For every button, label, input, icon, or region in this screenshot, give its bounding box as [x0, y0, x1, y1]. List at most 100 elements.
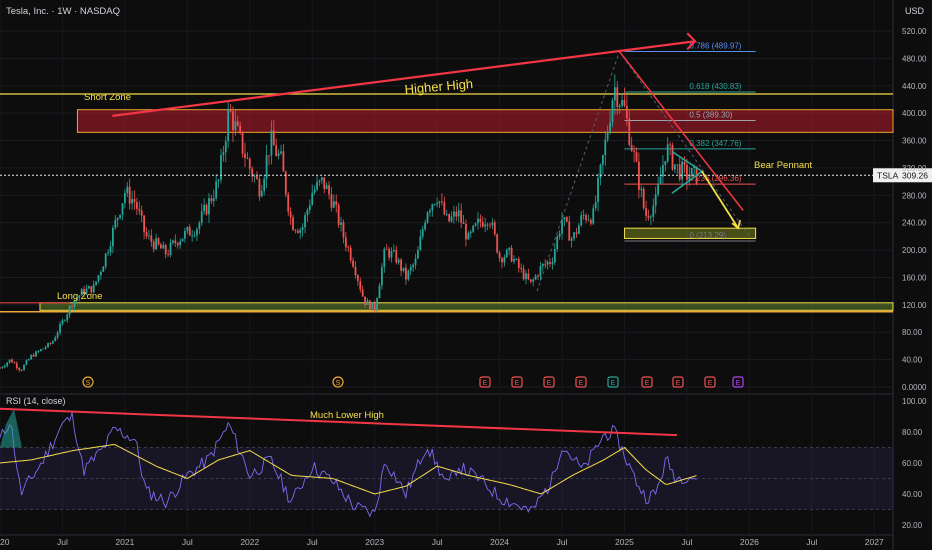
candle-body: [308, 204, 311, 210]
candle-body: [424, 222, 427, 230]
candle-body: [445, 214, 448, 215]
candle-body: [587, 219, 590, 221]
candle-body: [11, 359, 13, 363]
rsi-tick-label: 100.00: [902, 397, 927, 406]
last-price-tag: [873, 168, 932, 183]
candle-body: [20, 369, 23, 371]
candle-body: [354, 266, 357, 276]
candle-body: [493, 222, 496, 235]
candle-body: [481, 222, 484, 227]
candle-body: [191, 235, 194, 237]
candle-body: [522, 268, 525, 280]
candle-body: [503, 257, 506, 263]
descending-trendline: [618, 51, 744, 211]
candle-body: [325, 185, 328, 189]
bear-pennant-label: Bear Pennant: [754, 160, 812, 171]
candle-body: [371, 302, 374, 309]
candle-body: [407, 270, 410, 280]
candle-body: [359, 280, 362, 290]
candle-body: [37, 351, 40, 352]
candle-body: [539, 266, 542, 277]
ticker-label: TSLA: [877, 170, 899, 180]
candle-body: [659, 176, 662, 184]
candle-body: [148, 235, 150, 237]
candle-body: [143, 215, 146, 233]
time-tick-label: 2023: [365, 537, 384, 547]
rsi-tick-label: 60.00: [902, 459, 923, 468]
candle-body: [18, 367, 21, 370]
much-lower-high-label: Much Lower High: [310, 410, 384, 421]
candle-body: [39, 349, 42, 352]
candle-body: [126, 186, 129, 194]
candle-body: [385, 248, 388, 250]
currency-label[interactable]: USD: [905, 6, 925, 16]
earnings-icon: [704, 376, 716, 388]
rsi-tick-label: 20.00: [902, 521, 923, 530]
candle-body: [647, 216, 650, 218]
candle-body: [541, 263, 544, 267]
candle-body: [568, 221, 571, 241]
last-price-label: 309.26: [902, 170, 928, 180]
candle-body: [356, 275, 359, 281]
candle-body: [138, 208, 141, 211]
candle-body: [104, 253, 107, 267]
candles: [0, 74, 698, 373]
candle-body: [678, 164, 681, 180]
candle-body: [109, 246, 112, 253]
candle-body: [217, 179, 220, 182]
candle-body: [215, 181, 218, 199]
candle-body: [59, 323, 61, 333]
candle-body: [637, 161, 640, 190]
candle-body: [693, 166, 696, 168]
candle-body: [664, 161, 667, 166]
candle-body: [35, 351, 37, 357]
candle-body: [188, 227, 191, 236]
candle-body: [155, 238, 158, 250]
candle-body: [556, 236, 559, 249]
candle-body: [208, 198, 210, 215]
fib-label: 0.786 (489.97): [689, 42, 741, 51]
candle-body: [42, 348, 45, 350]
fib-trend-line: [536, 51, 620, 292]
candle-body: [582, 215, 585, 216]
candle-body: [78, 295, 81, 298]
candle-body: [575, 232, 578, 234]
candle-body: [181, 238, 184, 242]
candle-body: [597, 178, 599, 203]
candle-body: [102, 266, 105, 272]
candle-body: [472, 225, 475, 232]
split-icon: [82, 376, 94, 388]
candle-body: [253, 176, 256, 177]
long-zone-box: [39, 302, 894, 311]
candle-body: [616, 87, 619, 108]
candle-body: [611, 100, 614, 123]
candle-body: [674, 164, 676, 170]
candle-body: [662, 165, 664, 177]
candle-body: [25, 360, 28, 365]
chart-title: Tesla, Inc. · 1W · NASDAQ: [6, 6, 120, 17]
candle-body: [75, 297, 78, 301]
candle-body: [164, 244, 167, 255]
candle-body: [61, 320, 64, 324]
candle-body: [517, 259, 520, 268]
candle-body: [265, 155, 268, 179]
candle-body: [13, 362, 16, 364]
candle-body: [505, 249, 508, 258]
candle-body: [606, 131, 609, 140]
candle-body: [613, 87, 616, 101]
candle-body: [83, 289, 85, 295]
candle-body: [256, 176, 258, 179]
rsi-overbought-fill: [0, 408, 22, 448]
time-tick-label: 2025: [615, 537, 634, 547]
candle-body: [604, 139, 607, 156]
price-tick-label: 120.00: [902, 301, 927, 310]
candle-body: [193, 235, 196, 237]
bear-pennant-arrow: [701, 170, 739, 229]
rsi-tick-label: 40.00: [902, 490, 923, 499]
candle-body: [666, 144, 669, 162]
candle-body: [364, 296, 366, 305]
candle-body: [304, 215, 306, 228]
rsi-pane: Much Lower High: [0, 407, 893, 518]
price-tick-label: 440.00: [902, 82, 927, 91]
